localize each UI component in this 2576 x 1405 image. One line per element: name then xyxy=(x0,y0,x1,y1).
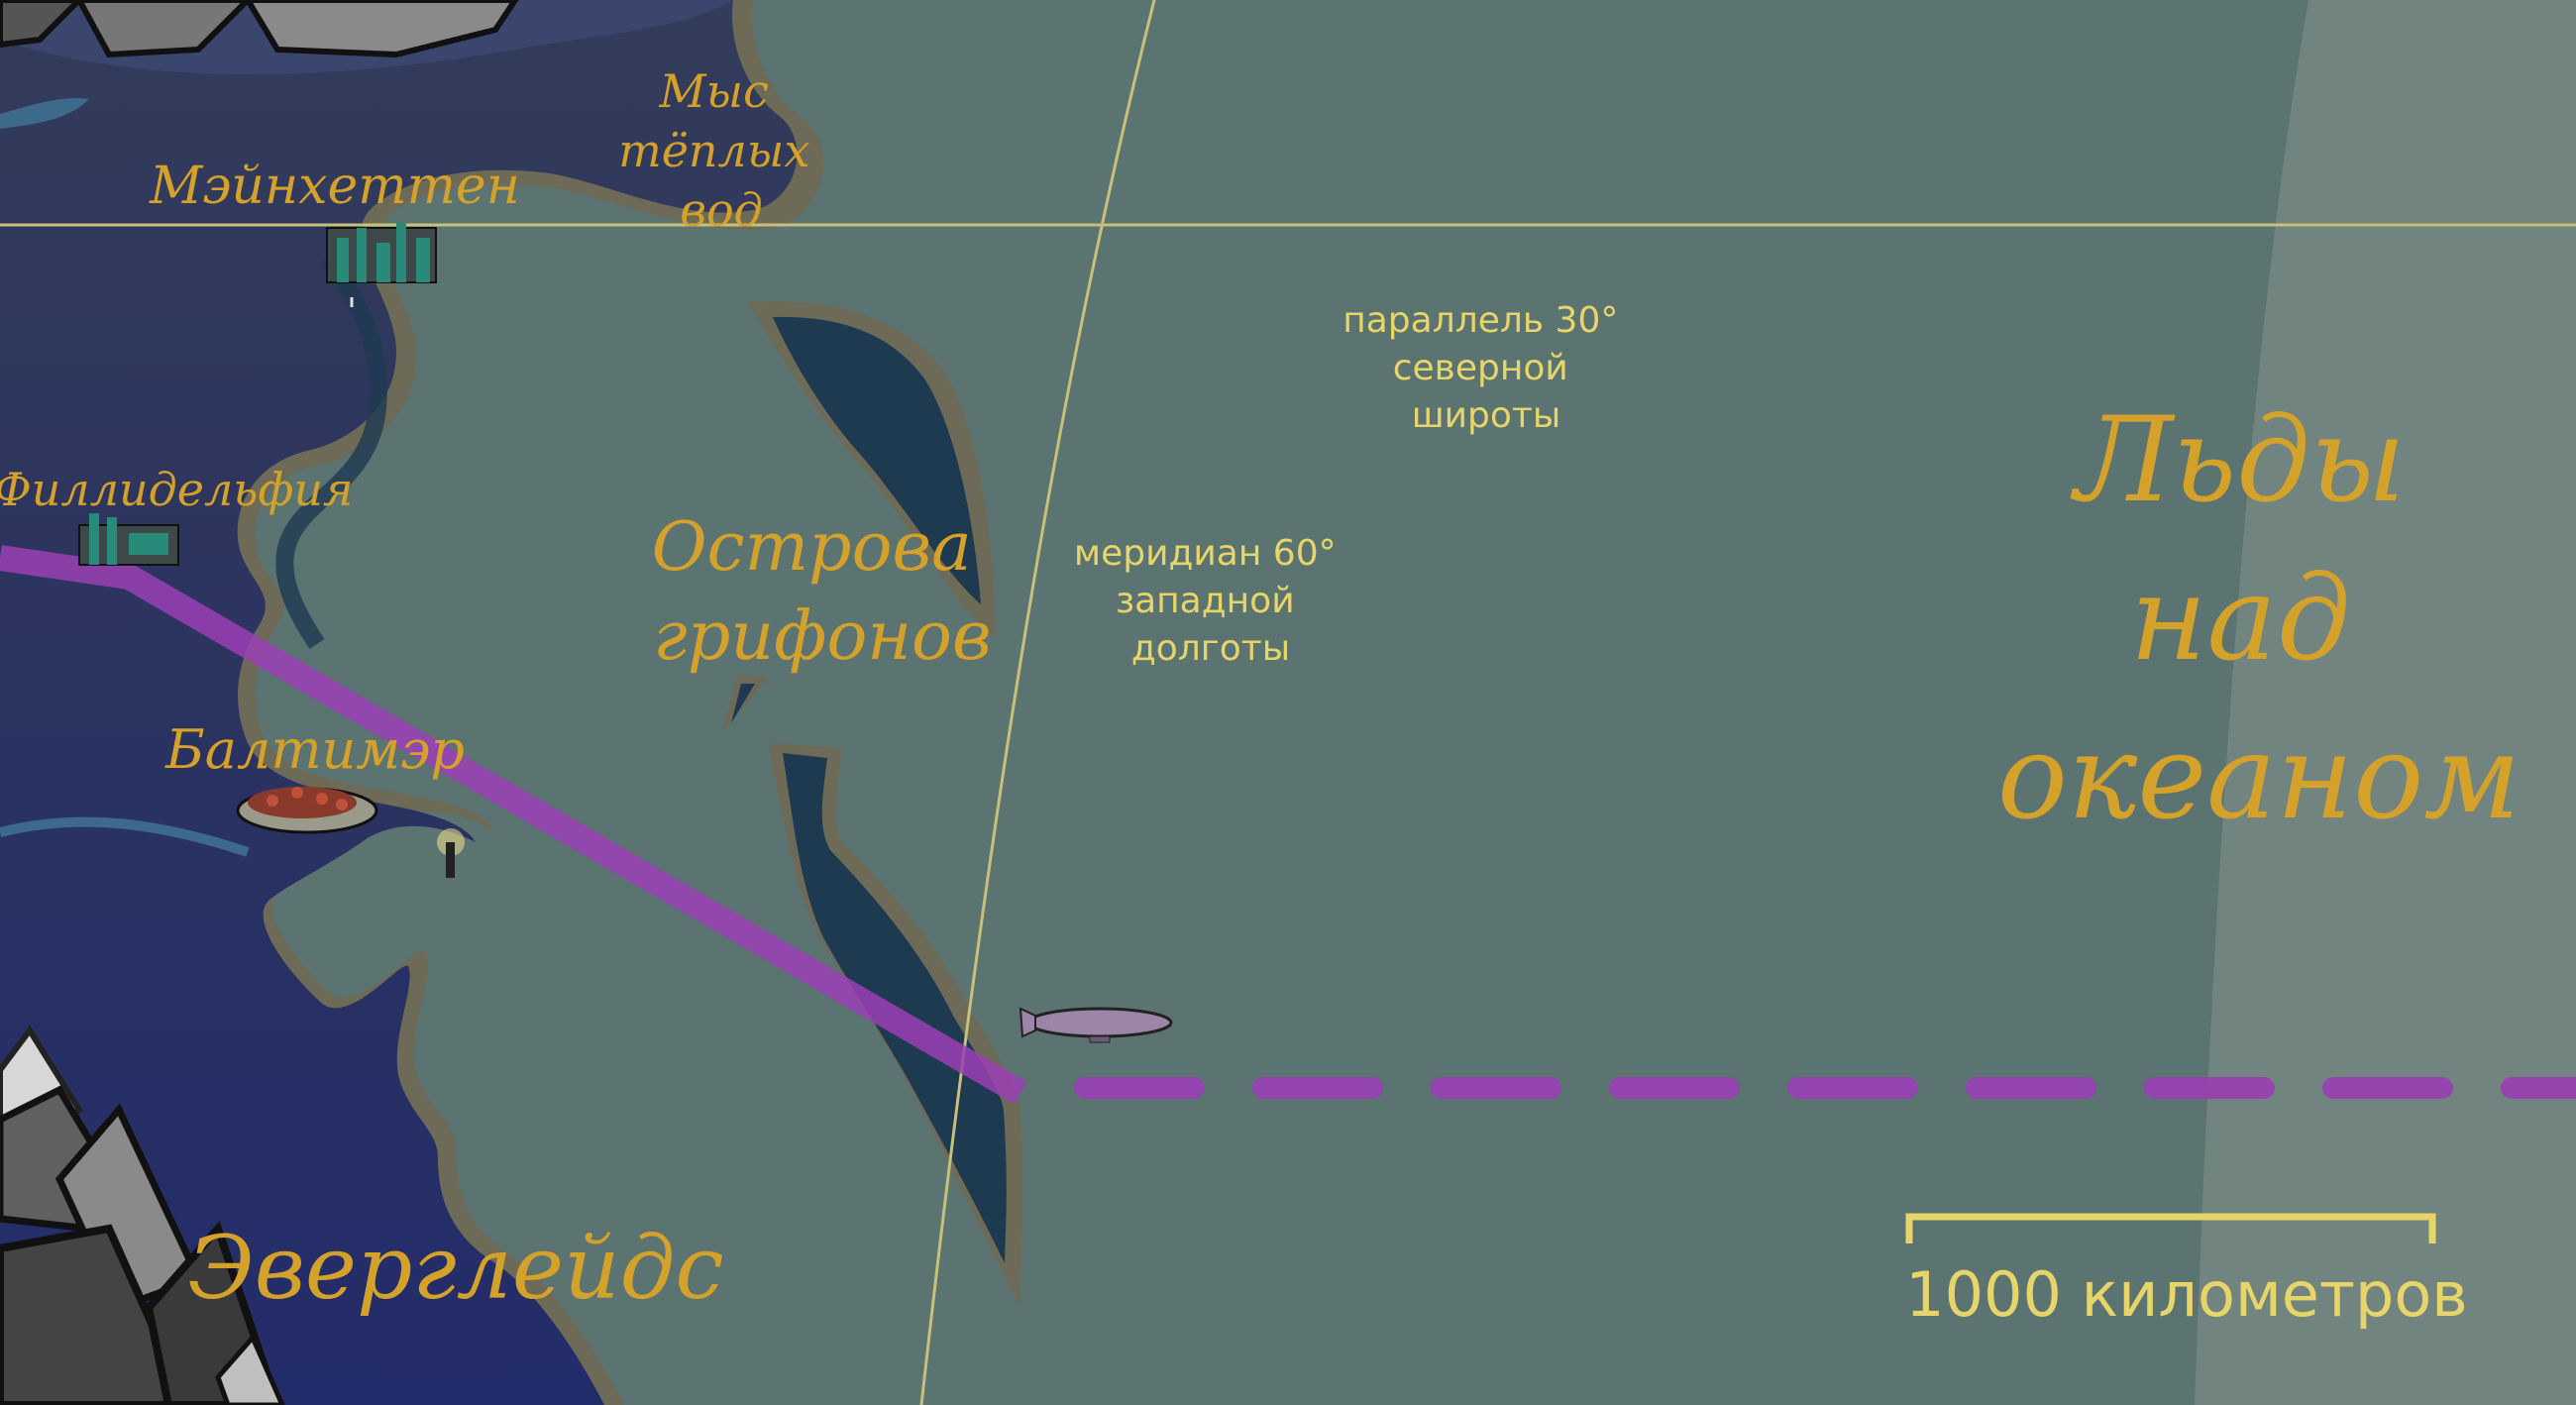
ice-label-line2: над xyxy=(2130,550,2351,687)
manhattan-label: Мэйнхеттен xyxy=(149,157,520,216)
ice-label-line1: Льды xyxy=(2070,391,2406,528)
everglades-label: Эверглейдс xyxy=(187,1217,723,1319)
parallel-label-line3: широты xyxy=(1412,395,1561,436)
griffon-islands-label-line1: Острова xyxy=(652,508,972,587)
city-philadelphia-icon xyxy=(78,513,179,566)
northern-mountains-icon xyxy=(0,0,519,58)
ice-region xyxy=(2195,0,2576,1405)
cape-label-line1: Мыс xyxy=(659,64,769,118)
river xyxy=(0,816,250,857)
scale-bar xyxy=(1905,1213,2436,1243)
cape-label-line2: тёплых xyxy=(618,124,809,177)
coastal-shelf xyxy=(275,252,387,649)
meridian-label: меридиан 60° западной долготы xyxy=(1074,533,1347,669)
meridian-label-line1: меридиан 60° xyxy=(1074,533,1337,574)
baltimore-label: Балтимэр xyxy=(164,718,465,781)
airship-icon xyxy=(1019,1007,1173,1043)
route-solid xyxy=(0,545,1027,1105)
scale-label: 1000 километров xyxy=(1905,1258,2468,1331)
griffon-islands-label-line2: грифонов xyxy=(653,597,991,676)
griffon-islands-label: Острова грифонов xyxy=(652,508,994,676)
cape-label-line3: вод xyxy=(680,183,763,237)
lighthouse-icon xyxy=(437,828,465,878)
parallel-label-line2: северной xyxy=(1393,348,1568,388)
philadelphia-label: Филлидельфия xyxy=(0,463,353,516)
northern-lake xyxy=(0,97,89,129)
city-baltimore-icon xyxy=(236,787,378,834)
meridian-label-line3: долготы xyxy=(1131,628,1290,669)
meridian-label-line2: западной xyxy=(1116,581,1295,621)
cape-label: Мыс тёплых вод xyxy=(618,64,824,237)
ice-label: Льды над океаном xyxy=(1997,391,2521,845)
parallel-label-line1: параллель 30° xyxy=(1342,300,1618,341)
city-manhattan-icon xyxy=(326,223,437,307)
mountains-icon xyxy=(0,1025,285,1405)
continent-land xyxy=(0,0,798,1405)
meridian-60-line xyxy=(919,0,1156,1405)
ice-label-line3: океаном xyxy=(1997,708,2521,845)
parallel-label: параллель 30° северной широты xyxy=(1342,300,1630,436)
